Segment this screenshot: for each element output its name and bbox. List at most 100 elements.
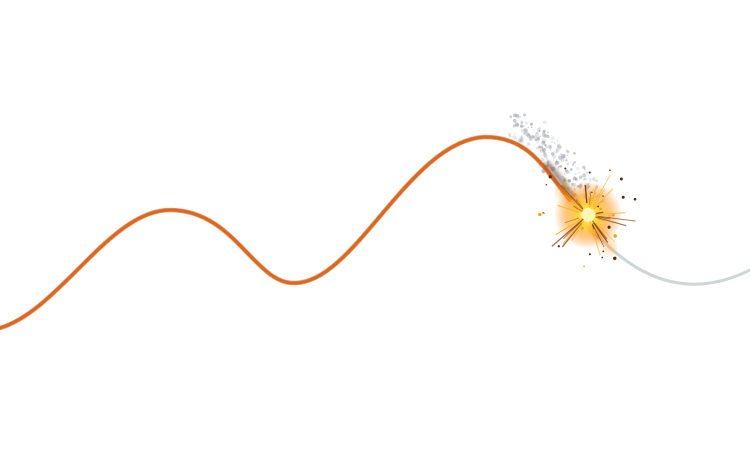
smoke-particle [571,163,575,166]
smoke-particle [534,138,537,142]
smoke-particle [566,162,569,166]
smoke-particle [555,158,558,161]
spark-ray [595,211,604,215]
smoke-particle [555,160,558,163]
smoke-particle [557,166,560,168]
smoke-particle [532,135,534,138]
smoke-particle [582,165,586,169]
smoke-particle [562,176,564,178]
spark-embers [538,167,637,268]
smoke-particle [574,160,576,163]
smoke-particle [538,145,541,149]
smoke-particle [534,132,540,137]
spark-core [581,208,595,222]
spark-ray [591,224,595,230]
smoke-particle [532,135,537,140]
smoke-particle [540,146,544,149]
smoke-particle [509,115,513,119]
ember [633,197,637,201]
smoke-particle [551,140,554,144]
smoke-particle [566,154,569,157]
spark-ray [561,222,582,248]
smoke-particle [542,129,546,133]
spark-ray [596,215,636,222]
smoke-particle [515,121,518,125]
smoke-particle [541,133,547,138]
smoke-particle [570,171,573,174]
smoke-particle [526,135,528,137]
smoke-particle [541,158,545,162]
ember [545,184,548,186]
spark-ray [564,194,584,212]
ember [583,265,585,268]
smoke-particle [543,151,546,154]
smoke-particle [573,161,576,164]
smoke-particle [528,135,531,138]
ember [602,195,604,197]
smoke-particle [556,144,561,148]
smoke-particle [584,177,586,180]
smoke-particle [567,150,570,154]
smoke-particle [546,131,549,133]
smoke-particle [549,146,552,149]
smoke-particle [524,120,527,124]
ember [611,213,615,217]
ember [564,167,567,170]
smoke-particle [539,135,541,138]
smoke-particle [544,143,547,147]
smoke-particle [530,123,533,125]
smoke-particle [592,177,596,181]
smoke-particle [513,118,516,121]
smoke-particle [538,130,541,132]
smoke-particle [519,124,524,128]
ember [613,256,617,261]
smoke-particle [568,179,571,183]
ember [602,240,605,242]
smoke-particle [528,136,533,141]
smoke-particle [524,131,530,136]
smoke-particle [574,177,576,179]
smoke-particle [531,135,534,138]
ember [591,191,593,194]
smoke-particle [542,152,547,157]
smoke-particle [508,133,511,136]
smoke-particle [557,165,560,168]
smoke-particle [555,148,558,151]
spark-ray [588,197,593,208]
smoke-particle [559,153,562,156]
smoke-particle [582,178,586,181]
smoke-particle [515,138,518,140]
burnt-fuse [0,135,572,330]
spark-ray [575,199,584,209]
ember [538,212,542,217]
smoke-particle [549,148,552,151]
smoke-particle [576,167,580,171]
smoke-particle [565,159,568,162]
ember [543,212,545,215]
smoke-particle [553,159,555,161]
smoke-particle [558,155,563,160]
smoke-particle [560,157,565,162]
ember [580,226,584,230]
smoke-particle [520,125,522,127]
smoke-particle [555,152,557,154]
spark-ray [588,225,591,235]
smoke-particle [542,120,547,125]
smoke-particle [543,154,548,159]
spark-ray [562,221,582,240]
smoke-particle [556,139,559,142]
smoke-particle [523,128,528,133]
smoke-particle [584,170,589,175]
smoke-particle [595,179,599,183]
smoke-particle [559,164,563,168]
smoke-particle [554,150,557,153]
spark-ray [592,220,608,240]
smoke-particle [512,118,517,123]
smoke-particle [563,173,566,175]
smoke-particle [512,124,517,128]
spark-ray [597,218,606,222]
smoke-particle [556,161,560,165]
spark-ray [593,187,614,210]
